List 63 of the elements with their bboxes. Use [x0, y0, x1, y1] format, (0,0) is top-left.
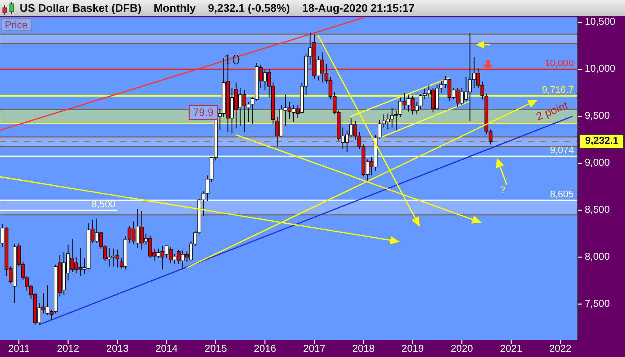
candlestick: [234, 82, 238, 130]
y-tick-label: 9,500: [585, 111, 610, 122]
x-tick-label: 2017: [303, 344, 326, 355]
candlestick: [411, 95, 415, 116]
candlestick: [435, 85, 440, 110]
candlestick: [263, 69, 268, 91]
x-tick-label: 2016: [254, 344, 277, 355]
candlestick: [472, 56, 476, 89]
annotation: ?: [500, 185, 506, 195]
ref-line-label: 10,000: [544, 58, 574, 70]
ref-line-label: 9,716.7: [542, 85, 574, 96]
candlestick: [148, 235, 152, 259]
candlestick: [46, 285, 50, 316]
candlestick: [181, 250, 185, 270]
y-axis-title: Price: [5, 20, 28, 32]
x-tick-label: 2015: [204, 344, 228, 355]
x-tick-label: 2012: [57, 344, 80, 355]
x-tick-label: 2014: [156, 344, 178, 355]
y-tick-label: 8,000: [585, 252, 610, 263]
candlestick: [78, 248, 82, 277]
x-tick-label: 2013: [106, 344, 130, 355]
candlestick: [406, 94, 411, 112]
candlestick: [169, 246, 173, 264]
x-tick-label: 2011: [8, 344, 30, 355]
candlestick: [116, 249, 120, 268]
x-tick-label: 2020: [450, 344, 474, 355]
ref-line-label: 8,605: [550, 190, 574, 201]
annotation: 10: [224, 54, 240, 69]
candlestick: [136, 209, 140, 248]
series-label: 8,500: [92, 199, 116, 210]
candlestick: [132, 221, 136, 245]
x-tick-label: 2019: [402, 344, 424, 355]
candlestick: [460, 88, 464, 106]
candlestick: [320, 52, 324, 84]
candlestick: [468, 32, 472, 122]
candlestick: [177, 249, 181, 264]
x-tick-label: 2022: [549, 344, 572, 355]
candlestick: [242, 90, 246, 133]
candlestick: [95, 218, 99, 244]
chart-title: US Dollar Basket (DFB) Monthly 9,232.1 (-0.58%) 18-Aug-2020 21:15:17: [20, 3, 415, 15]
candlestick: [140, 210, 144, 250]
candlestick: [70, 239, 74, 273]
candlestick: [108, 248, 112, 268]
candlestick: [292, 104, 296, 123]
candlestick: [431, 88, 436, 114]
ref-line-label: 9,074: [550, 146, 574, 157]
y-tick-label: 8,500: [585, 204, 610, 216]
ref-line-label: 9,232.1: [585, 136, 620, 148]
candlestick: [386, 113, 390, 130]
y-tick-label: 7,500: [585, 298, 610, 310]
candlestick: [160, 246, 165, 270]
y-tick-label: 9,000: [585, 158, 610, 169]
candlestick: [164, 244, 169, 259]
annotation: 2 point: [534, 100, 570, 124]
y-tick-label: 10,000: [585, 64, 616, 76]
candlestick: [156, 248, 161, 259]
x-tick-label: 2018: [352, 344, 376, 355]
candlestick: [456, 88, 460, 108]
annotation: 79.9: [193, 106, 214, 119]
y-tick-label: 10,500: [585, 17, 616, 28]
x-tick-label: 2021: [500, 344, 523, 355]
candlestick: [448, 78, 452, 102]
candlestick: [112, 248, 116, 268]
